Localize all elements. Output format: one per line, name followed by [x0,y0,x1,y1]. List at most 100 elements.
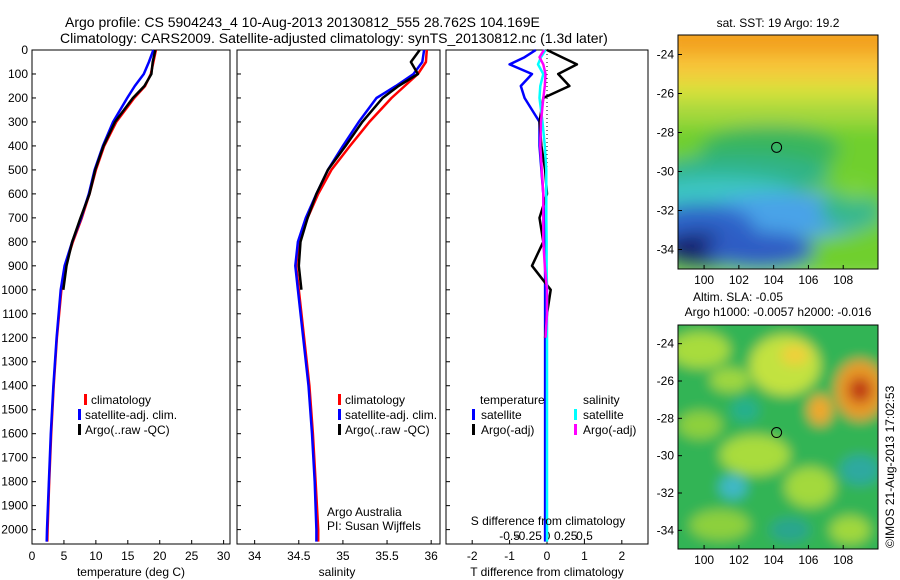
legend-label-climatology: climatology [345,393,405,407]
t-difference-tick-label: -2 [467,549,478,563]
depth-tick: 100 [8,67,36,81]
depth-tick-label: 1500 [1,403,28,417]
sla-lat-tick-label: -32 [657,486,675,500]
sla-map: Altim. SLA: -0.05 Argo h1000: -0.0057 h2… [657,290,879,567]
sst-map: sat. SST: 19 Argo: 19.2 100 102 104 106 [657,16,879,287]
sst-map-title: sat. SST: 19 Argo: 19.2 [717,16,840,30]
header-line-1: Argo profile: CS 5904243_4 10-Aug-2013 2… [65,14,540,30]
salinity-tick-label: 35.5 [375,549,399,563]
salinity-tick-label: 34.5 [287,549,311,563]
depth-tick-label: 1000 [1,283,28,297]
temperature-series [45,49,158,542]
depth-tick: 1400 [1,379,36,393]
depth-tick: 1300 [1,355,36,369]
difference-panel: -2 -1 0 1 2 -0.5-0.25 0 0.250.5 T difference f… [445,48,649,579]
temperature-tick-label: 10 [89,549,103,563]
legend-swatch-argo [338,424,341,435]
temperature-tick-label: 20 [153,549,167,563]
legend-heading-temperature: temperature [480,393,545,407]
depth-tick-label: 1600 [1,427,28,441]
legend-label-satellite: satellite-adj. clim. [345,408,437,422]
credit-line-1: Argo Australia [327,505,402,519]
t-difference-x-label: T difference from climatology [470,565,624,579]
salinity-tick-label: 36 [424,549,438,563]
t-difference-tick-label: -1 [504,549,515,563]
difference-line-t-argo [530,48,579,338]
temperature-x-label: temperature (deg C) [77,565,185,579]
sst-argo-location-marker [771,141,783,153]
legend-swatch-s-argo [574,424,577,435]
legend-swatch-satellite [338,409,341,420]
depth-tick-label: 900 [8,259,28,273]
legend-swatch-climatology [84,394,87,405]
depth-tick-label: 1800 [1,475,28,489]
depth-tick: 400 [8,139,36,153]
sst-lat-tick-label: -24 [657,48,675,62]
depth-tick: 300 [8,115,36,129]
depth-tick-label: 1400 [1,379,28,393]
temperature-legend: climatology satellite-adj. clim. Argo(..… [78,393,177,437]
sst-lon-tick-label: 104 [764,273,784,287]
depth-tick: 600 [8,187,36,201]
sst-map-frame [677,34,879,270]
salinity-tick-labels: 34 34.5 35 35.5 36 [248,540,438,563]
depth-tick-label: 1200 [1,331,28,345]
sla-lon-tick-label: 102 [729,553,749,567]
sla-map-subtitle: Argo h1000: -0.0057 h2000: -0.016 [685,305,872,319]
sst-latitude-ticks: -24 -26 -28 -30 -32 -34 [657,48,682,257]
sla-map-title: Altim. SLA: -0.05 [693,290,783,304]
depth-tick-label: 1700 [1,451,28,465]
temperature-tick-label: 15 [121,549,135,563]
depth-tick-label: 600 [8,187,28,201]
legend-label-t-satellite: satellite [481,408,522,422]
salinity-line-satellite-adj [294,49,426,542]
legend-label-s-argo: Argo(-adj) [583,423,636,437]
legend-swatch-t-satellite [472,409,475,420]
header-line-2: Climatology: CARS2009. Satellite-adjuste… [60,30,608,46]
salinity-panel: 34 34.5 35 35.5 36 salinity climatology sate… [236,49,441,579]
salinity-tick-label: 34 [248,549,262,563]
sst-lat-tick-label: -34 [657,243,675,257]
salinity-line-argoraw [297,49,421,290]
depth-tick-label: 1100 [2,307,28,321]
depth-tick-label: 700 [8,211,28,225]
legend-label-s-satellite: satellite [583,408,624,422]
difference-series [508,48,579,542]
sst-field [678,35,878,269]
sst-lon-tick-label: 100 [694,273,714,287]
depth-tick: 1100 [2,307,36,321]
imos-timestamp: ©IMOS 21-Aug-2013 17:02:53 [883,385,897,548]
depth-tick: 0 [21,43,36,57]
s-difference-tick-label: 0.25 [554,529,578,543]
salinity-legend: climatology satellite-adj. clim. Argo(..… [338,393,437,437]
difference-legend: temperature salinity satellite Argo(-adj… [472,393,636,437]
depth-tick-label: 1300 [1,355,28,369]
legend-label-satellite: satellite-adj. clim. [85,408,177,422]
sst-lon-tick-label: 108 [833,273,853,287]
sla-field [678,325,878,549]
temperature-tick-labels: 0 5 10 15 20 25 30 [29,540,231,563]
temperature-tick-label: 30 [217,549,231,563]
sla-latitude-ticks: -24 -26 -28 -30 -32 -34 [657,337,682,537]
depth-tick: 2000 [1,523,36,537]
temperature-line-satellite-adj [45,49,155,542]
depth-tick-label: 2000 [1,523,28,537]
depth-tick-label: 300 [8,115,28,129]
legend-label-t-argo: Argo(-adj) [481,423,534,437]
legend-label-climatology: climatology [91,393,151,407]
sst-lat-tick-label: -32 [657,204,675,218]
legend-heading-salinity: salinity [583,393,620,407]
temperature-line-climatology [46,49,158,542]
sla-map-frame [677,324,879,550]
depth-tick: 1000 [1,283,36,297]
depth-tick: 1200 [1,331,36,345]
temperature-tick-label: 25 [185,549,199,563]
salinity-tick-label: 35 [336,549,350,563]
sla-lat-tick-label: -34 [657,523,675,537]
depth-tick: 500 [8,163,36,177]
sla-lon-tick-label: 108 [833,553,853,567]
credit-line-2: PI: Susan Wijffels [327,519,421,533]
sla-argo-location-marker [771,427,783,439]
sst-lon-tick-label: 106 [798,273,818,287]
